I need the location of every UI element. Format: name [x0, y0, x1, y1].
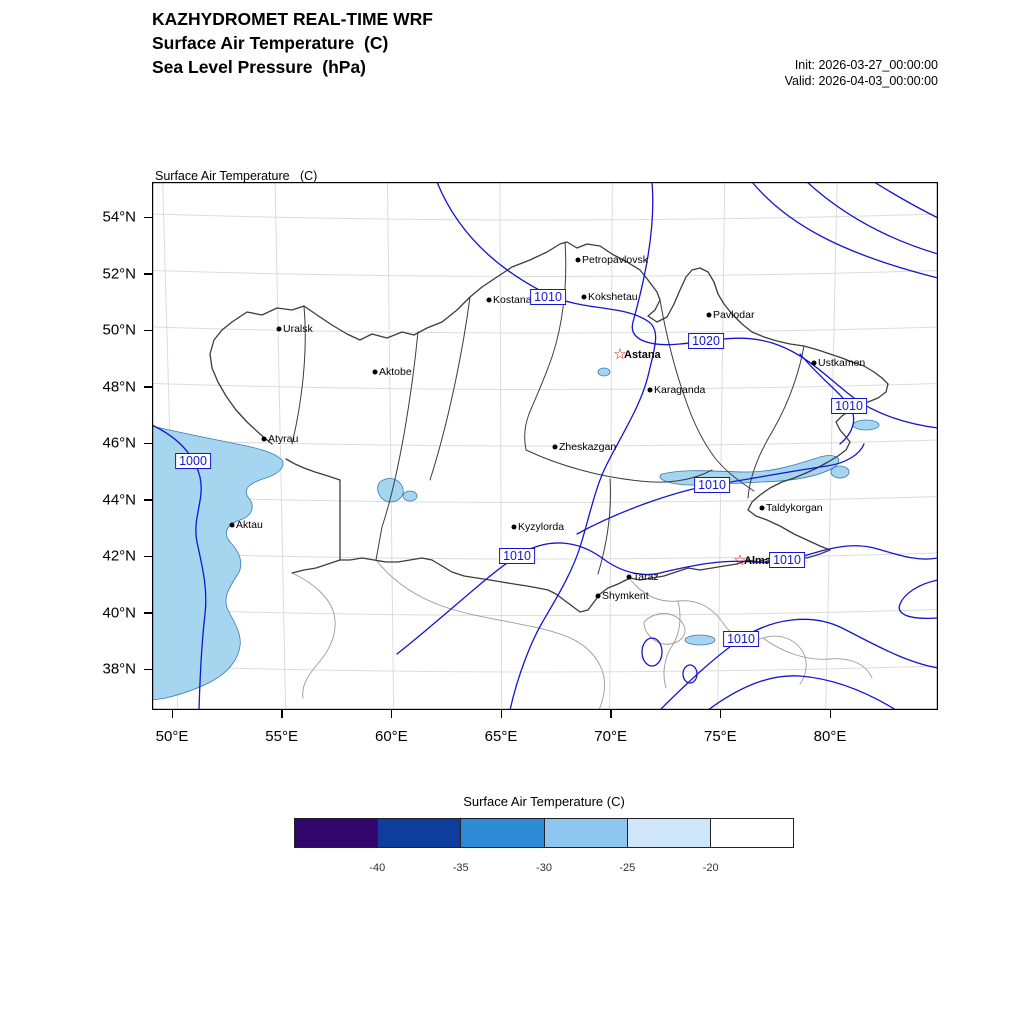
header-subtitle-temperature: Surface Air Temperature (C) [152, 33, 389, 53]
lat-tick-mark [144, 668, 152, 670]
lat-tick-mark [144, 329, 152, 331]
colorbar-bar [294, 818, 794, 848]
lake-alakol [830, 465, 850, 479]
lat-tick-label: 52°N [102, 265, 136, 282]
lat-tick-mark [144, 442, 152, 444]
header: KAZHYDROMET REAL-TIME WRF Surface Air Te… [152, 7, 433, 79]
lat-tick-label: 40°N [102, 604, 136, 621]
lat-tick-label: 50°N [102, 321, 136, 339]
caspian-sea [152, 425, 284, 701]
lon-tick-mark [610, 710, 612, 718]
colorbar-segment [295, 819, 379, 847]
lat-tick-label: 54°N [102, 208, 136, 226]
lon-tick-label: 60°E [374, 728, 408, 745]
colorbar: Surface Air Temperature (C) -40 -35 -30 -25… [294, 794, 794, 884]
lon-tick-mark [829, 710, 831, 718]
lon-tick-mark [390, 710, 393, 718]
colorbar-title: Surface Air Temperature (C) [463, 794, 625, 809]
plot-subtitle-temperature: Surface Air Temperature (C) [155, 169, 318, 183]
lon-tick-label: 70°E [594, 728, 628, 745]
lon-tick-label: 50°E [155, 728, 189, 745]
lake-issykkul [684, 634, 716, 646]
lon-tick-label: 65°E [484, 728, 518, 745]
lon-tick-label: 80°E [813, 728, 847, 745]
neighbor-borders [291, 559, 873, 710]
lat-tick-mark [144, 273, 152, 275]
colorbar-tick-label: -40 [369, 862, 386, 874]
lat-tick-mark [144, 612, 152, 614]
colorbar-tick-labels: -40 -35 -30 -25 -20 [294, 862, 794, 878]
colorbar-tick-label: -20 [702, 862, 719, 874]
page-title: KAZHYDROMET REAL-TIME WRF [152, 9, 433, 29]
map-canvas [152, 182, 938, 710]
graticule [152, 182, 938, 710]
colorbar-segment [710, 819, 794, 847]
pressure-contours [152, 182, 938, 710]
valid-time: Valid: 2026-04-03_00:00:00 [784, 74, 938, 88]
colorbar-segment [544, 819, 628, 847]
colorbar-tick-label: -25 [619, 862, 636, 874]
colorbar-segment [627, 819, 711, 847]
lat-tick-mark [144, 386, 152, 388]
lat-tick-label: 46°N [102, 434, 136, 452]
lat-tick-label: 48°N [102, 378, 136, 395]
water-bodies [152, 367, 880, 701]
init-time: Init: 2026-03-27_00:00:00 [794, 58, 938, 72]
lat-tick-mark [144, 555, 152, 557]
lat-tick-label: 44°N [102, 491, 136, 508]
lon-tick-mark [171, 710, 173, 718]
lake-zaysan [852, 419, 880, 431]
lat-tick-mark [144, 499, 152, 501]
lat-tick-mark [144, 216, 152, 218]
lon-tick-mark [500, 710, 502, 718]
lon-tick-label: 55°E [265, 728, 299, 745]
aral-sea-west [377, 478, 404, 503]
lon-tick-mark [281, 710, 283, 718]
lat-tick-label: 38°N [102, 660, 136, 678]
map-border-frame [152, 182, 938, 710]
lake-tengiz [597, 367, 611, 377]
map-frame: Petropavlovsk Kostanay Kokshetau Pavlodar Ur… [152, 182, 938, 710]
lat-tick-label: 42°N [102, 547, 136, 565]
aral-sea-east [402, 490, 418, 502]
region-borders [291, 241, 805, 575]
colorbar-segment [378, 819, 462, 847]
header-subtitle-pressure: Sea Level Pressure (hPa) [152, 57, 366, 77]
lon-tick-label: 75°E [703, 728, 737, 745]
colorbar-tick-label: -35 [452, 862, 469, 874]
run-times: Init: 2026-03-27_00:00:00 Valid: 2026-04… [785, 57, 938, 89]
lon-tick-mark [719, 710, 722, 718]
national-border [209, 241, 889, 613]
colorbar-tick-label: -30 [536, 862, 552, 874]
colorbar-segment [461, 819, 545, 847]
